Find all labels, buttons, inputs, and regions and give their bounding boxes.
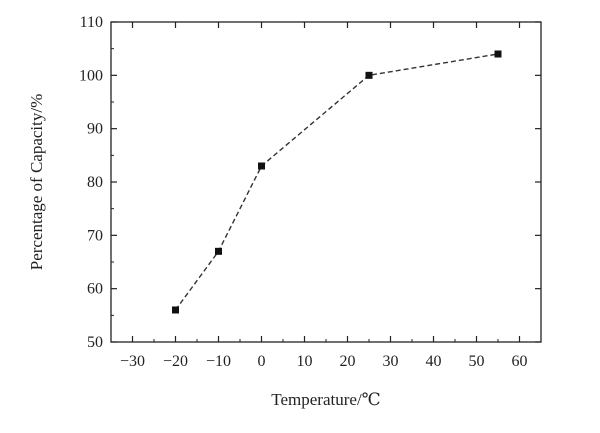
data-point — [172, 306, 179, 314]
series-line — [174, 53, 499, 311]
y-tick-label: 60 — [87, 281, 103, 298]
y-tick-label: 50 — [87, 334, 103, 351]
x-tick-label: −20 — [163, 353, 188, 370]
y-tick-label: 80 — [87, 174, 103, 191]
x-axis-ticks: −30 −20 −10 0 10 20 30 40 50 60 — [120, 22, 528, 370]
y-tick-label: 90 — [87, 121, 103, 138]
x-tick-label: 10 — [297, 353, 313, 370]
x-tick-label: 20 — [340, 353, 356, 370]
series-markers — [172, 50, 502, 314]
x-tick-label: 0 — [258, 353, 266, 370]
data-point — [258, 162, 265, 170]
data-point — [494, 50, 502, 58]
x-tick-label: 60 — [512, 353, 528, 370]
x-tick-label: 40 — [426, 353, 442, 370]
y-axis-title: Percentage of Capacity/% — [27, 94, 46, 271]
y-tick-label: 110 — [80, 14, 103, 31]
x-axis-title: Temperature/℃ — [271, 390, 380, 409]
data-point — [215, 247, 222, 255]
x-tick-label: 30 — [383, 353, 399, 370]
plot-frame — [110, 21, 542, 343]
y-tick-label: 70 — [87, 227, 103, 244]
y-axis-ticks: 50 60 70 80 90 100 110 — [79, 14, 541, 351]
data-point — [365, 71, 373, 79]
y-tick-label: 100 — [79, 67, 103, 84]
x-tick-label: −30 — [120, 353, 145, 370]
x-tick-label: −10 — [206, 353, 231, 370]
x-tick-label: 50 — [469, 353, 485, 370]
